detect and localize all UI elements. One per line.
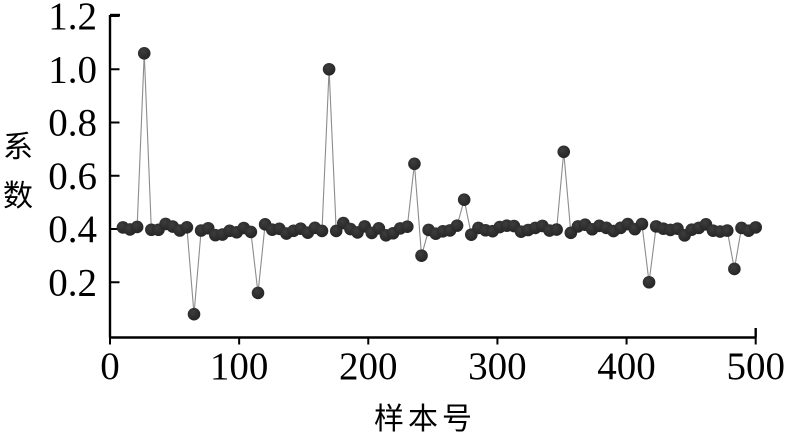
svg-text:200: 200 [339,345,398,388]
svg-text:0: 0 [100,345,120,388]
svg-text:500: 500 [726,345,785,388]
svg-text:0.4: 0.4 [48,208,97,251]
svg-text:0.8: 0.8 [48,102,97,145]
svg-text:400: 400 [597,345,656,388]
svg-text:1.2: 1.2 [48,0,97,38]
svg-text:300: 300 [468,345,527,388]
svg-text:100: 100 [210,345,269,388]
svg-text:0.6: 0.6 [48,155,97,198]
svg-text:0.2: 0.2 [48,261,97,304]
svg-text:1.0: 1.0 [48,48,97,91]
